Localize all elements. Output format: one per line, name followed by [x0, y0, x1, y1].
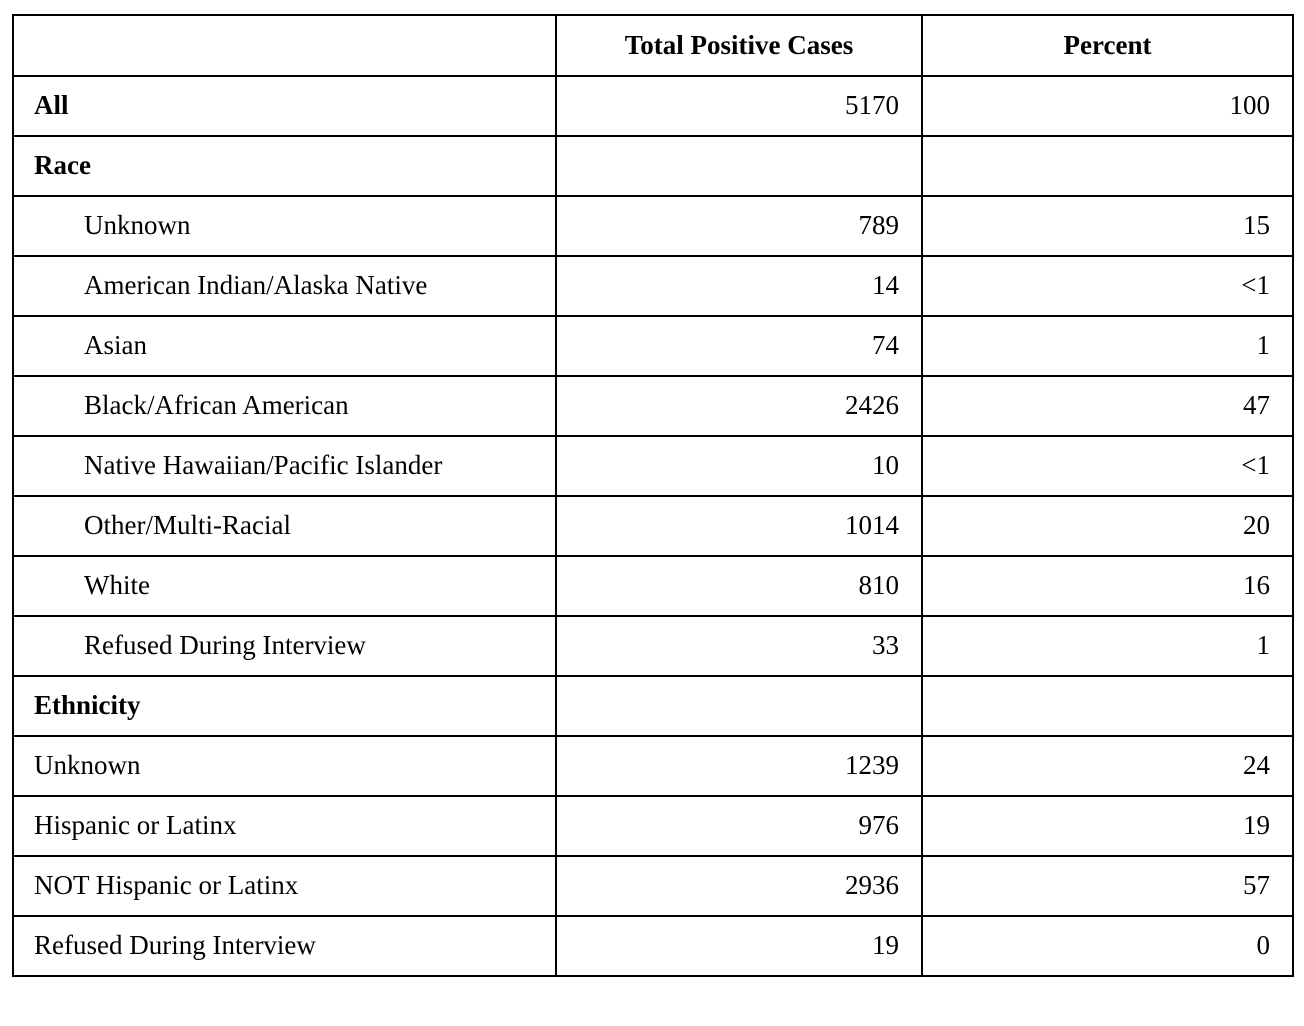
- total-positive-cases-cell: 2936: [555, 855, 923, 917]
- row-label-cell: Native Hawaiian/Pacific Islander: [12, 435, 557, 497]
- table-row: NOT Hispanic or Latinx 2936 57: [12, 855, 1294, 917]
- percent-cell: 57: [921, 855, 1294, 917]
- total-positive-cases-cell: 14: [555, 255, 923, 317]
- table-row: Unknown 789 15: [12, 195, 1294, 257]
- table-row: Other/Multi-Racial 1014 20: [12, 495, 1294, 557]
- table-row: Unknown 1239 24: [12, 735, 1294, 797]
- total-positive-cases-cell: 33: [555, 615, 923, 677]
- total-positive-cases-cell: 810: [555, 555, 923, 617]
- row-label-cell: Unknown: [12, 735, 557, 797]
- percent-cell: [921, 675, 1294, 737]
- table-row: Refused During Interview 19 0: [12, 915, 1294, 977]
- row-label-cell: Race: [12, 135, 557, 197]
- total-positive-cases-cell: 10: [555, 435, 923, 497]
- demographics-table-container: Total Positive Cases Percent All 5170 100 R…: [12, 14, 1294, 977]
- total-positive-cases-cell: 976: [555, 795, 923, 857]
- row-label-cell: NOT Hispanic or Latinx: [12, 855, 557, 917]
- row-label-cell: All: [12, 75, 557, 137]
- row-label-cell: Refused During Interview: [12, 915, 557, 977]
- row-label-cell: White: [12, 555, 557, 617]
- table-row: Hispanic or Latinx 976 19: [12, 795, 1294, 857]
- total-positive-cases-cell: 74: [555, 315, 923, 377]
- percent-cell: <1: [921, 255, 1294, 317]
- column-header-percent: Percent: [921, 14, 1294, 77]
- total-positive-cases-cell: 5170: [555, 75, 923, 137]
- total-positive-cases-cell: 789: [555, 195, 923, 257]
- row-label-cell: Hispanic or Latinx: [12, 795, 557, 857]
- row-label-cell: Other/Multi-Racial: [12, 495, 557, 557]
- row-label-cell: Refused During Interview: [12, 615, 557, 677]
- percent-cell: 100: [921, 75, 1294, 137]
- row-label-cell: Asian: [12, 315, 557, 377]
- table-row: Race: [12, 135, 1294, 197]
- percent-cell: 47: [921, 375, 1294, 437]
- percent-cell: 0: [921, 915, 1294, 977]
- table-row: White 810 16: [12, 555, 1294, 617]
- total-positive-cases-cell: 1014: [555, 495, 923, 557]
- column-header-category: [12, 14, 557, 77]
- table-body: All 5170 100 Race Unknown 789 15 American India…: [12, 75, 1294, 977]
- percent-cell: 16: [921, 555, 1294, 617]
- percent-cell: 15: [921, 195, 1294, 257]
- percent-cell: 1: [921, 315, 1294, 377]
- percent-cell: 20: [921, 495, 1294, 557]
- percent-cell: 1: [921, 615, 1294, 677]
- table-row: Native Hawaiian/Pacific Islander 10 <1: [12, 435, 1294, 497]
- row-label-cell: Black/African American: [12, 375, 557, 437]
- percent-cell: 19: [921, 795, 1294, 857]
- row-label-cell: Unknown: [12, 195, 557, 257]
- total-positive-cases-cell: [555, 135, 923, 197]
- table-row: Ethnicity: [12, 675, 1294, 737]
- column-header-total-positive-cases: Total Positive Cases: [555, 14, 923, 77]
- percent-cell: <1: [921, 435, 1294, 497]
- row-label-cell: American Indian/Alaska Native: [12, 255, 557, 317]
- header-row: Total Positive Cases Percent: [12, 14, 1294, 77]
- table-row: Black/African American 2426 47: [12, 375, 1294, 437]
- percent-cell: [921, 135, 1294, 197]
- table-row: Refused During Interview 33 1: [12, 615, 1294, 677]
- table-row: All 5170 100: [12, 75, 1294, 137]
- row-label-cell: Ethnicity: [12, 675, 557, 737]
- total-positive-cases-cell: 1239: [555, 735, 923, 797]
- positive-cases-demographics-table: Total Positive Cases Percent All 5170 100 R…: [12, 14, 1294, 977]
- table-row: American Indian/Alaska Native 14 <1: [12, 255, 1294, 317]
- total-positive-cases-cell: 2426: [555, 375, 923, 437]
- table-row: Asian 74 1: [12, 315, 1294, 377]
- total-positive-cases-cell: [555, 675, 923, 737]
- total-positive-cases-cell: 19: [555, 915, 923, 977]
- percent-cell: 24: [921, 735, 1294, 797]
